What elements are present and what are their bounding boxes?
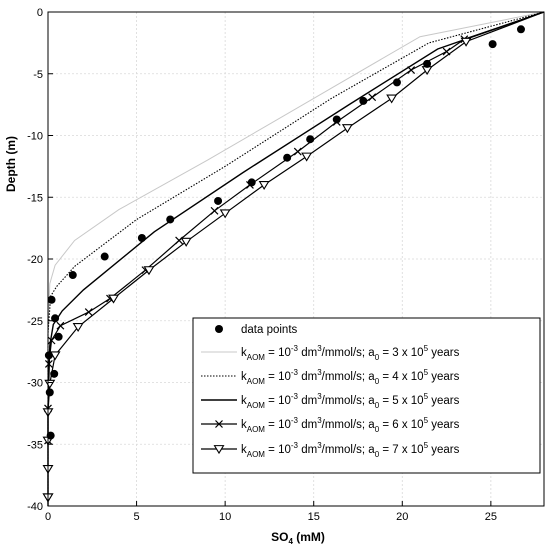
tick-labels: 0 5 10 15 20 25 0 -5 -10 -15 -20 -25 -30 -35 -40	[27, 7, 497, 523]
x-marker	[44, 360, 53, 368]
legend-entry: kAOM = 10-3 dm3/mmol/s; a0 = 3 x 105 yea…	[201, 344, 460, 362]
x-marker	[56, 321, 65, 330]
data-point	[516, 25, 525, 34]
legend-label: kAOM = 10-3 dm3/mmol/s; a0 = 7 x 105 yea…	[241, 441, 460, 459]
data-point	[47, 295, 56, 304]
data-point	[68, 271, 77, 280]
legend-entry: data points	[215, 324, 298, 336]
x-axis-label-main: SO	[271, 530, 288, 544]
data-point	[306, 135, 315, 144]
x-tick-label: 25	[485, 511, 497, 523]
legend-box	[192, 317, 541, 474]
legend-triangle-marker	[213, 445, 225, 455]
legend: data points kAOM = 10-3 dm3/mmol/s; a0 = …	[192, 317, 541, 474]
data-point	[392, 78, 401, 87]
legend-label: data points	[241, 324, 298, 336]
x-marker	[442, 47, 451, 56]
data-point	[51, 314, 60, 323]
data-point	[247, 178, 256, 187]
data-point	[100, 252, 109, 261]
triangle-marker	[341, 124, 353, 134]
x-marker	[47, 336, 56, 345]
triangle-marker	[460, 37, 472, 47]
data-point	[166, 215, 175, 224]
y-tick-label: -20	[27, 254, 43, 266]
x-tick-label: 5	[134, 511, 140, 523]
data-point	[359, 96, 368, 105]
x-marker	[368, 93, 377, 102]
triangle-marker	[72, 322, 84, 333]
data-point	[283, 153, 292, 162]
legend-label: kAOM = 10-3 dm3/mmol/s; a0 = 3 x 105 yea…	[241, 344, 460, 362]
triangle-marker	[180, 237, 192, 247]
y-tick-label: -5	[33, 69, 43, 81]
data-points	[44, 25, 525, 440]
series-line-4	[47, 11, 545, 441]
legend-x-marker	[215, 420, 223, 428]
triangle-marker	[301, 152, 313, 162]
x-axis-label: SO4 (mM)	[271, 530, 325, 546]
x-marker	[407, 66, 416, 74]
data-point	[44, 351, 53, 360]
x-tick-label: 20	[396, 511, 408, 523]
legend-entry: kAOM = 10-3 dm3/mmol/s; a0 = 4 x 105 yea…	[201, 368, 460, 386]
y-tick-label: 0	[37, 7, 43, 19]
triangle-marker	[143, 266, 155, 276]
data-point	[214, 196, 223, 205]
triangle-marker	[258, 180, 270, 191]
data-point	[488, 40, 497, 49]
y-tick-label: -35	[27, 439, 43, 451]
data-point	[46, 431, 55, 440]
legend-entry: kAOM = 10-3 dm3/mmol/s; a0 = 6 x 105 yea…	[201, 416, 460, 434]
y-axis-label: Depth (m)	[4, 136, 18, 192]
x-axis-label-sub: 4	[288, 537, 293, 546]
triangle-marker	[219, 209, 231, 219]
legend-label: kAOM = 10-3 dm3/mmol/s; a0 = 6 x 105 yea…	[241, 416, 460, 434]
y-tick-label: -40	[27, 501, 43, 513]
x-axis-label-unit: (mM)	[293, 530, 325, 544]
data-point	[45, 388, 54, 397]
legend-entry: kAOM = 10-3 dm3/mmol/s; a0 = 5 x 105 yea…	[201, 392, 460, 410]
x-tick-label: 15	[308, 511, 320, 523]
y-tick-label: -10	[27, 131, 43, 143]
legend-entry: kAOM = 10-3 dm3/mmol/s; a0 = 7 x 105 yea…	[201, 441, 460, 459]
x-tick-label: 10	[219, 511, 231, 523]
y-tick-label: -30	[27, 378, 43, 390]
data-point	[423, 59, 432, 68]
x-marker	[293, 147, 302, 156]
x-marker	[210, 206, 219, 215]
y-tick-label: -25	[27, 316, 43, 328]
legend-symbol	[215, 325, 223, 333]
data-point	[50, 369, 59, 378]
data-point	[54, 332, 63, 341]
triangle-marker	[386, 94, 398, 104]
y-tick-label: -15	[27, 192, 43, 204]
x-marker	[84, 308, 93, 317]
legend-label: kAOM = 10-3 dm3/mmol/s; a0 = 5 x 105 yea…	[241, 392, 460, 410]
data-point	[332, 115, 341, 124]
x-tick-label: 0	[45, 511, 51, 523]
triangle-marker	[108, 294, 120, 304]
data-point	[137, 234, 146, 243]
legend-label: kAOM = 10-3 dm3/mmol/s; a0 = 4 x 105 yea…	[241, 368, 460, 386]
